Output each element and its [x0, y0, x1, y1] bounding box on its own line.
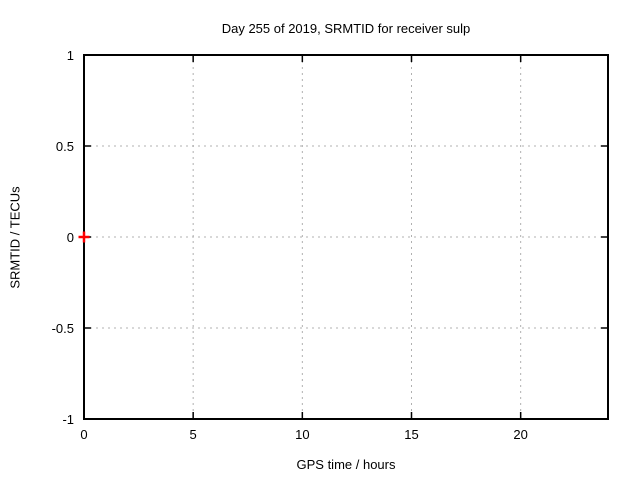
x-tick-label: 20: [513, 427, 528, 442]
y-tick-label: -0.5: [51, 321, 74, 336]
x-tick-label: 5: [189, 427, 197, 442]
y-tick-label: 0.5: [55, 139, 74, 154]
y-tick-label: 1: [66, 48, 74, 63]
x-tick-label: 0: [80, 427, 88, 442]
y-tick-label: 0: [66, 230, 74, 245]
x-tick-label: 15: [404, 427, 419, 442]
y-tick-label: -1: [62, 412, 74, 427]
x-tick-label: 10: [295, 427, 310, 442]
chart-title: Day 255 of 2019, SRMTID for receiver sul…: [221, 21, 471, 36]
x-axis-label: GPS time / hours: [296, 457, 396, 472]
